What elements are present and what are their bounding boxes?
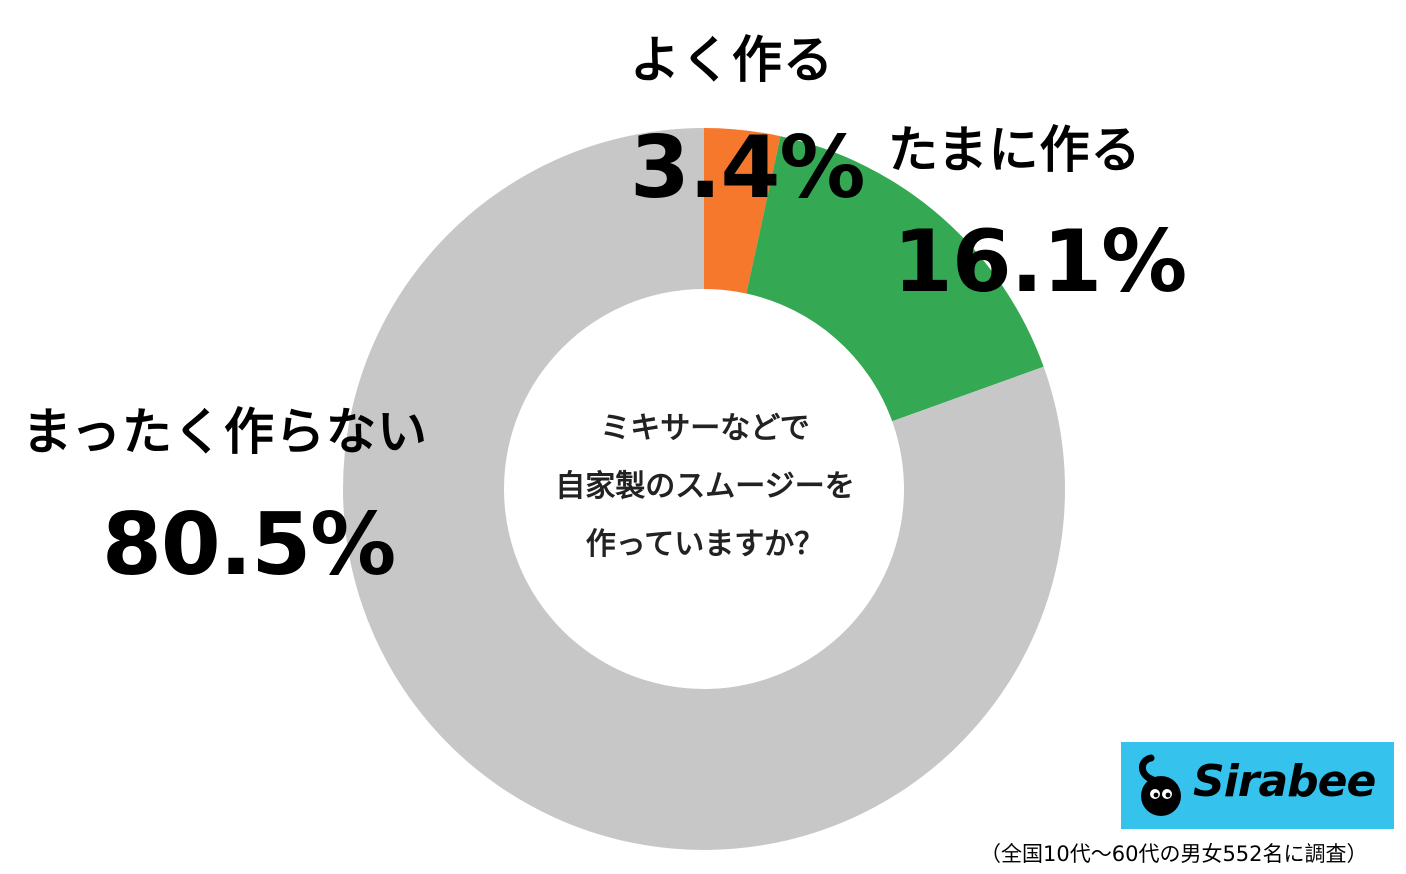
slice-label-sometimes: たまに作る [888, 121, 1142, 179]
question-line: ミキサーなどで [600, 411, 810, 446]
slice-value-never: 80.5% [102, 495, 396, 595]
slice-never [342, 128, 1065, 850]
slice-often [704, 128, 781, 294]
question-line: 自家製のスムージーを [555, 469, 855, 504]
slice-sometimes [746, 136, 1044, 422]
survey-footnote: （全国10代〜60代の男女552名に調査） [980, 842, 1368, 866]
slice-label-often: よく作る [630, 31, 834, 89]
slice-label-never: まったく作らない [22, 403, 428, 461]
question-line: 作っていますか？ [585, 527, 825, 562]
slice-value-often: 3.4% [630, 118, 866, 218]
survey-question: ミキサーなどで 自家製のスムージーを 作っていますか？ [505, 400, 905, 574]
logo-text: Sirabee [1193, 756, 1376, 807]
sirabee-logo: Sirabee [1121, 742, 1394, 829]
sirabee-mascot-icon [1139, 754, 1181, 816]
slice-value-sometimes: 16.1% [893, 212, 1187, 312]
